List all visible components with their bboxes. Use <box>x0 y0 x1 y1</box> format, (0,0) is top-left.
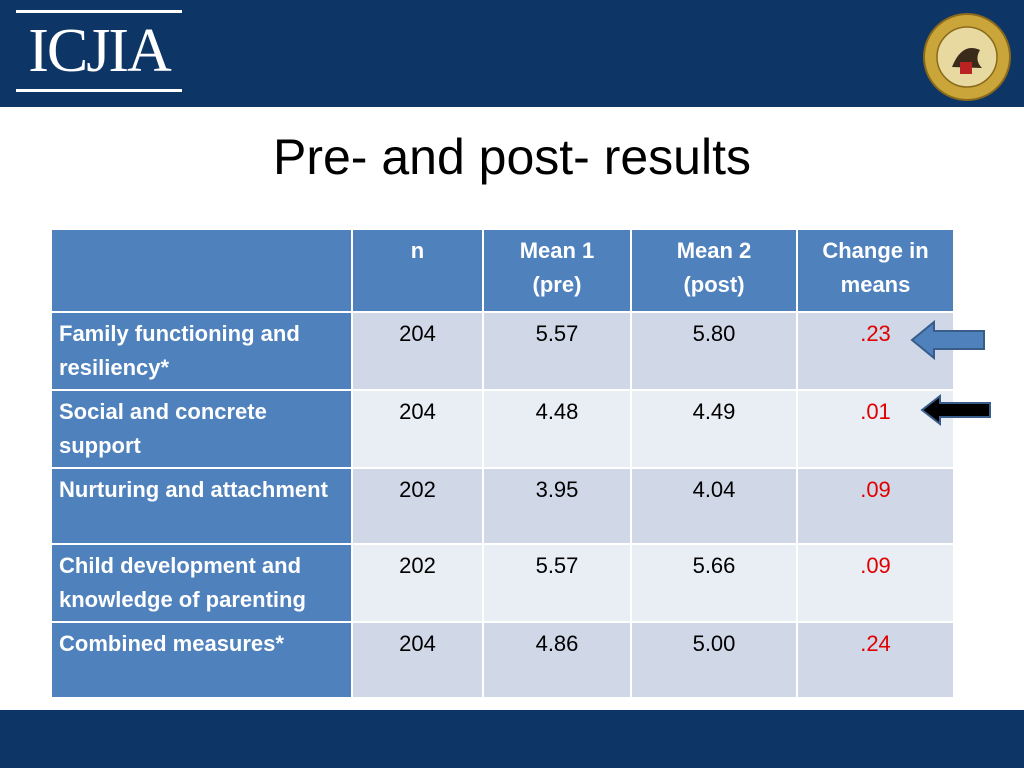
state-seal <box>923 13 1011 101</box>
header-cell: Change in means <box>798 230 953 311</box>
header-cell: Mean 2 (post) <box>632 230 796 311</box>
table-cell: 202 <box>353 545 482 621</box>
table-cell: 5.80 <box>632 313 796 389</box>
table-cell: .09 <box>798 545 953 621</box>
table-cell: 5.57 <box>484 545 630 621</box>
results-table: n Mean 1 (pre) Mean 2 (post) Change in m… <box>50 228 955 699</box>
header-cell: n <box>353 230 482 311</box>
table-row: Nurturing and attachment 202 3.95 4.04.09 <box>52 469 953 543</box>
table-cell: .01 <box>798 391 953 467</box>
arrows <box>910 319 991 427</box>
table-cell: .09 <box>798 469 953 543</box>
header-cell: Mean 1 (pre) <box>484 230 630 311</box>
table-cell: 3.95 <box>484 469 630 543</box>
table-cell: 204 <box>353 391 482 467</box>
row-label: Nurturing and attachment <box>52 469 351 543</box>
table-cell: 4.49 <box>632 391 796 467</box>
table-cell: 4.48 <box>484 391 630 467</box>
logo: ICJIA <box>16 10 182 92</box>
table-row: Child development and knowledge of paren… <box>52 545 953 621</box>
row-label: Child development and knowledge of paren… <box>52 545 351 621</box>
slide-title: Pre- and post- results <box>273 129 751 185</box>
footer-bar <box>0 710 1024 768</box>
table-cell: 204 <box>353 313 482 389</box>
table-cell: 5.57 <box>484 313 630 389</box>
row-label: Combined measures* <box>52 623 351 697</box>
table-row: Social and concrete support 204 4.48 4.49.0… <box>52 391 953 467</box>
table-cell: 204 <box>353 623 482 697</box>
table-cell: 4.86 <box>484 623 630 697</box>
table-cell: 5.00 <box>632 623 796 697</box>
table-cell: 202 <box>353 469 482 543</box>
table-row: Combined measures* 204 4.86 5.00.24 <box>52 623 953 697</box>
table-cell: .24 <box>798 623 953 697</box>
row-label: Social and concrete support <box>52 391 351 467</box>
row-label: Family functioning and resiliency* <box>52 313 351 389</box>
table-cell: 4.04 <box>632 469 796 543</box>
header-row: n Mean 1 (pre) Mean 2 (post) Change in m… <box>52 230 953 311</box>
header-bar: ICJIA <box>0 0 1024 107</box>
table-cell: 5.66 <box>632 545 796 621</box>
header-cell <box>52 230 351 311</box>
table-row: Family functioning and resiliency* 204 5.5… <box>52 313 953 389</box>
